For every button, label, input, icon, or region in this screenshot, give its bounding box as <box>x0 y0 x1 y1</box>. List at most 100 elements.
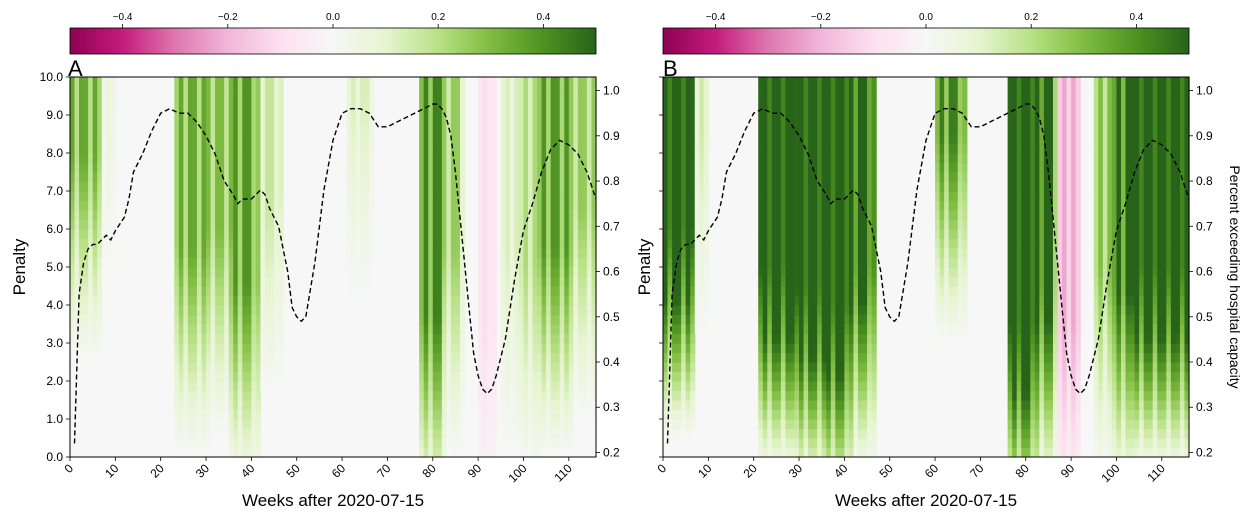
heatmap-cell <box>663 314 669 325</box>
heatmap-cell <box>478 305 484 316</box>
heatmap-cell <box>962 162 968 173</box>
heatmap-cell <box>92 276 98 287</box>
heatmap-cell <box>1012 96 1018 107</box>
heatmap-cell <box>758 381 764 392</box>
heatmap-cell <box>550 267 556 278</box>
heatmap-cell <box>546 191 552 202</box>
heatmap-cell <box>274 191 280 202</box>
heatmap-cell <box>577 124 583 135</box>
heatmap-cell <box>351 86 357 97</box>
heatmap-cell <box>663 381 669 392</box>
heatmap-cell <box>799 162 805 173</box>
heatmap-cell <box>518 314 525 325</box>
heatmap-cell <box>83 343 89 354</box>
heatmap-cell <box>577 333 583 344</box>
heatmap-cell <box>478 210 484 221</box>
heatmap-cell <box>776 229 782 240</box>
heatmap-cell <box>681 96 687 107</box>
heatmap-cell <box>446 438 452 449</box>
heatmap-cell <box>428 324 434 335</box>
heatmap-cell <box>871 86 877 97</box>
heatmap-cell <box>532 276 538 287</box>
heatmap-cell <box>1057 105 1063 116</box>
heatmap-cell <box>518 77 525 88</box>
heatmap-cell <box>867 305 873 316</box>
heatmap-cell <box>432 77 438 88</box>
heatmap-cell <box>278 248 284 259</box>
heatmap-cell <box>703 172 709 183</box>
heatmap-cell <box>939 124 945 135</box>
heatmap-cell <box>771 305 777 316</box>
heatmap-cell <box>762 400 768 411</box>
heatmap-cell <box>762 219 768 230</box>
heatmap-cell <box>537 134 543 145</box>
heatmap-cell <box>79 210 85 221</box>
heatmap-cell <box>663 400 669 411</box>
heatmap-cell <box>844 124 850 135</box>
heatmap-cell <box>1052 447 1059 458</box>
heatmap-cell <box>568 295 574 306</box>
heatmap-cell <box>962 115 968 126</box>
heatmap-cell <box>839 229 845 240</box>
heatmap-cell <box>505 343 511 354</box>
heatmap-cell <box>957 295 963 306</box>
heatmap-cell <box>196 134 203 145</box>
heatmap-cell <box>351 229 357 240</box>
heatmap-cell <box>509 134 515 145</box>
heatmap-cell <box>944 143 950 154</box>
heatmap-cell <box>478 447 484 458</box>
heatmap-cell <box>1066 295 1072 306</box>
heatmap-cell <box>355 162 361 173</box>
heatmap-cell <box>812 324 818 335</box>
heatmap-cell <box>1025 181 1031 192</box>
heatmap-cell <box>780 229 787 240</box>
heatmap-cell <box>260 229 266 240</box>
heatmap-cell <box>939 257 945 268</box>
heatmap-cell <box>487 295 493 306</box>
heatmap-cell <box>215 400 221 411</box>
heatmap-cell <box>703 134 709 145</box>
heatmap-cell <box>586 314 593 325</box>
heatmap-cell <box>364 200 370 211</box>
heatmap-cell <box>839 124 845 135</box>
heatmap-cell <box>215 362 221 373</box>
heatmap-cell <box>192 105 198 116</box>
heatmap-cell <box>242 390 248 401</box>
heatmap-cell <box>278 143 284 154</box>
heatmap-cell <box>546 181 552 192</box>
heatmap-cell <box>821 314 827 325</box>
heatmap-cell <box>346 86 352 97</box>
heatmap-cell <box>1048 181 1054 192</box>
heatmap-cell <box>251 96 257 107</box>
heatmap-cell <box>278 77 284 88</box>
heatmap-cell <box>441 181 447 192</box>
heatmap-cell <box>771 267 777 278</box>
heatmap-cell <box>242 371 248 382</box>
heatmap-cell <box>446 267 452 278</box>
heatmap-cell <box>274 162 280 173</box>
heatmap-cell <box>577 362 583 373</box>
heatmap-cell <box>835 172 841 183</box>
heatmap-cell <box>537 314 543 325</box>
heatmap-cell <box>817 295 823 306</box>
heatmap-cell <box>237 172 243 183</box>
heatmap-cell <box>487 371 493 382</box>
heatmap-cell <box>871 248 877 259</box>
heatmap-cell <box>441 428 447 439</box>
y-right-tick-label: 0.8 <box>603 174 620 188</box>
heatmap-cell <box>957 134 963 145</box>
heatmap-cell <box>564 314 570 325</box>
heatmap-cell <box>79 352 85 363</box>
heatmap-cell <box>776 124 782 135</box>
heatmap-cell <box>789 210 796 221</box>
heatmap-cell <box>871 428 877 439</box>
heatmap-cell <box>97 257 103 268</box>
heatmap-cell <box>1034 143 1040 154</box>
heatmap-cell <box>1057 153 1063 164</box>
heatmap-cell <box>364 115 370 126</box>
heatmap-cell <box>183 447 189 458</box>
heatmap-cell <box>871 305 877 316</box>
heatmap-cell <box>79 105 85 116</box>
heatmap-cell <box>591 257 597 268</box>
